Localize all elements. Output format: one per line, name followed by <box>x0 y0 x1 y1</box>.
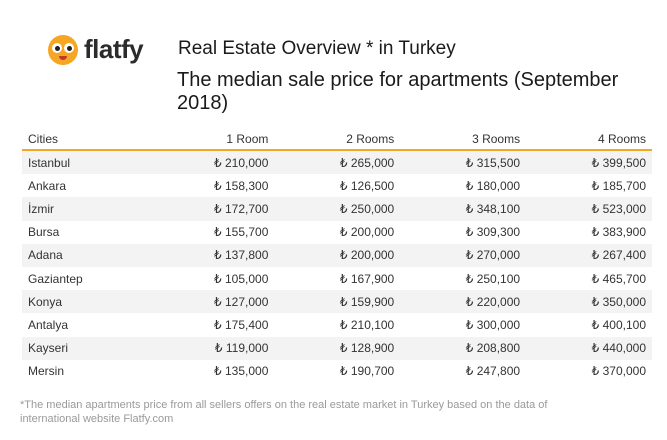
price-cell: ₺ 348,100 <box>400 197 527 221</box>
page-subtitle: The median sale price for apartments (Se… <box>177 69 619 114</box>
table-body: Istanbul ₺ 210,000 ₺ 265,000 ₺ 315,500 ₺ 399… <box>22 150 652 383</box>
city-cell: Adana <box>22 243 149 267</box>
column-header-4-rooms: 4 Rooms <box>526 128 652 151</box>
table-row: Antalya ₺ 175,400 ₺ 210,100 ₺ 300,000 ₺ 400,… <box>22 313 652 336</box>
price-cell: ₺ 190,700 <box>339 364 395 379</box>
table-row: Gaziantep ₺ 105,000 ₺ 167,900 ₺ 250,100 ₺ 46… <box>22 267 652 290</box>
price-cell: ₺ 135,000 <box>214 364 269 379</box>
city-cell: Kayseri <box>22 336 149 360</box>
column-header-3-rooms: 3 Rooms <box>400 128 527 151</box>
price-cell: ₺ 270,000 <box>400 243 527 267</box>
city-cell: Istanbul <box>22 150 149 175</box>
price-cell: ₺ 250,000 <box>274 197 401 221</box>
price-cell: ₺ 440,000 <box>526 336 652 360</box>
price-cell: ₺ 247,800 <box>465 364 521 379</box>
price-cell: ₺ 267,400 <box>526 243 652 267</box>
price-cell: ₺ 208,800 <box>400 336 527 360</box>
price-cell: ₺ 167,900 <box>339 271 395 286</box>
flatfy-logo: flatfy <box>48 34 144 65</box>
city-cell: Mersin <box>28 364 65 379</box>
logo-text: flatfy <box>84 34 144 64</box>
price-cell: ₺ 399,500 <box>526 150 652 175</box>
price-cell: ₺ 127,000 <box>148 290 275 314</box>
header: flatfy Real Estate Overview * in Turkey … <box>0 0 667 114</box>
price-cell: ₺ 465,700 <box>591 271 646 286</box>
price-cell: ₺ 315,500 <box>400 150 527 175</box>
price-cell: ₺ 200,000 <box>274 243 401 267</box>
table-row: Bursa ₺ 155,700 ₺ 200,000 ₺ 309,300 ₺ 383,90… <box>22 221 652 244</box>
city-cell: Bursa <box>28 225 60 240</box>
price-cell: ₺ 126,500 <box>339 178 395 193</box>
price-cell: ₺ 119,000 <box>148 336 275 360</box>
table-row: Ankara ₺ 158,300 ₺ 126,500 ₺ 180,000 ₺ 185,7… <box>22 174 652 197</box>
price-cell: ₺ 300,000 <box>465 317 521 332</box>
price-cell: ₺ 383,900 <box>591 225 646 240</box>
table-row: Konya ₺ 127,000 ₺ 159,900 ₺ 220,000 ₺ 350,00… <box>22 290 652 314</box>
footnote: *The median apartments price from all se… <box>20 399 548 425</box>
owl-face-icon <box>48 34 78 65</box>
price-cell: ₺ 309,300 <box>465 225 521 240</box>
price-cell: ₺ 155,700 <box>214 225 269 240</box>
price-cell: ₺ 210,000 <box>148 150 275 175</box>
table-row: Istanbul ₺ 210,000 ₺ 265,000 ₺ 315,500 ₺ 399… <box>22 150 652 175</box>
city-cell: Antalya <box>28 317 69 332</box>
price-cell: ₺ 200,000 <box>339 225 395 240</box>
price-cell: ₺ 250,100 <box>465 271 521 286</box>
city-cell: Ankara <box>28 178 67 193</box>
city-cell: İzmir <box>22 197 149 221</box>
price-cell: ₺ 265,000 <box>274 150 401 175</box>
price-cell: ₺ 128,900 <box>274 336 401 360</box>
price-cell: ₺ 220,000 <box>400 290 527 314</box>
price-cell: ₺ 105,000 <box>214 271 269 286</box>
price-cell: ₺ 159,900 <box>274 290 401 314</box>
table-header-row: Cities 1 Room 2 Rooms 3 Rooms 4 Rooms <box>22 128 652 151</box>
page-title: Real Estate Overview * in Turkey <box>178 38 456 59</box>
table-row: Mersin ₺ 135,000 ₺ 190,700 ₺ 247,800 ₺ 370,0… <box>22 360 652 383</box>
price-cell: ₺ 185,700 <box>591 178 646 193</box>
price-cell: ₺ 523,000 <box>526 197 652 221</box>
price-cell: ₺ 210,100 <box>339 317 395 332</box>
price-cell: ₺ 370,000 <box>591 364 646 379</box>
column-header-1-room: 1 Room <box>148 128 275 151</box>
column-header-2-rooms: 2 Rooms <box>274 128 401 151</box>
price-cell: ₺ 350,000 <box>526 290 652 314</box>
price-cell: ₺ 137,800 <box>148 243 275 267</box>
table-row: Kayseri ₺ 119,000 ₺ 128,900 ₺ 208,800 ₺ 440,… <box>22 336 652 360</box>
table-row: Adana ₺ 137,800 ₺ 200,000 ₺ 270,000 ₺ 267,40… <box>22 243 652 267</box>
price-cell: ₺ 172,700 <box>148 197 275 221</box>
city-cell: Gaziantep <box>28 271 83 286</box>
price-table: Cities 1 Room 2 Rooms 3 Rooms 4 Rooms Is… <box>22 128 652 383</box>
column-header-cities: Cities <box>22 128 149 151</box>
price-cell: ₺ 158,300 <box>214 178 269 193</box>
city-cell: Konya <box>22 290 149 314</box>
price-cell: ₺ 180,000 <box>465 178 521 193</box>
table-row: İzmir ₺ 172,700 ₺ 250,000 ₺ 348,100 ₺ 523,00… <box>22 197 652 221</box>
price-cell: ₺ 175,400 <box>214 317 269 332</box>
price-cell: ₺ 400,100 <box>591 317 646 332</box>
